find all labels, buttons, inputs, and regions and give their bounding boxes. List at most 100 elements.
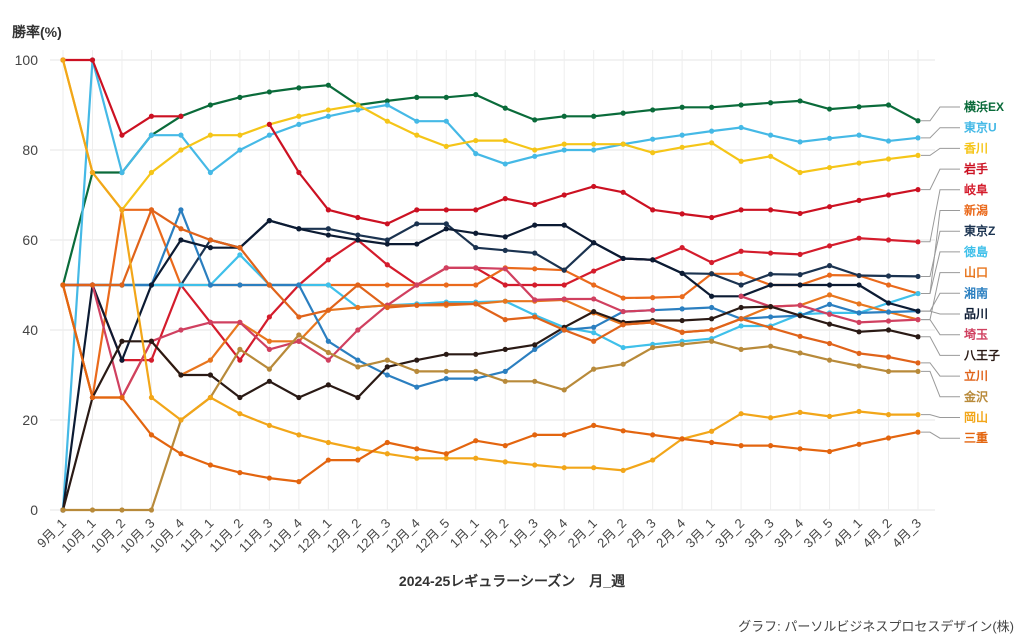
series-岐阜-point xyxy=(797,251,803,257)
legend-label: 埼玉 xyxy=(964,327,988,342)
series-東京Z-point xyxy=(738,282,744,288)
series-東京Z-point xyxy=(325,226,331,232)
series-埼玉-point xyxy=(620,308,626,315)
series-山口-point xyxy=(266,338,272,344)
series-埼玉-point xyxy=(885,318,892,324)
series-三重-point xyxy=(119,394,125,401)
series-立川-point xyxy=(89,282,96,288)
series-横浜EX-point xyxy=(532,117,538,123)
series-金沢-point xyxy=(679,341,685,347)
series-八王子-point xyxy=(178,372,184,378)
series-湘南-point xyxy=(679,306,685,312)
series-品川-point xyxy=(679,270,685,276)
series-埼玉-point xyxy=(473,265,479,271)
legend-leader-line xyxy=(921,127,960,139)
series-岩手-point xyxy=(738,207,744,213)
series-岩手-point xyxy=(679,211,685,217)
series-香川-point xyxy=(355,102,361,108)
series-金沢-point xyxy=(591,366,597,372)
series-立川-point xyxy=(355,282,361,288)
series-岩手-point xyxy=(296,169,302,176)
series-品川-point xyxy=(826,282,833,288)
series-横浜EX-point xyxy=(502,105,508,111)
series-八王子-point xyxy=(532,342,538,348)
series-東京U-point xyxy=(650,136,656,142)
series-岡山-point xyxy=(620,467,626,473)
legend-leader-line xyxy=(921,106,960,122)
series-金沢-line xyxy=(63,333,918,512)
series-横浜EX-point xyxy=(207,102,214,108)
series-三重-point xyxy=(502,443,508,449)
series-岡山-point xyxy=(414,455,420,461)
series-八王子-point xyxy=(325,382,331,388)
series-新潟-point xyxy=(384,282,390,288)
series-三重-point xyxy=(207,462,214,468)
series-岡山-point xyxy=(148,394,155,401)
series-新潟-point xyxy=(826,272,833,278)
series-岐阜-point xyxy=(591,268,597,274)
series-東京U-point xyxy=(502,161,508,167)
series-横浜EX-point xyxy=(797,98,803,104)
series-香川-point xyxy=(178,147,184,153)
series-三重-point xyxy=(738,443,744,449)
series-八王子-line xyxy=(61,305,919,511)
series-八王子-point xyxy=(266,378,272,384)
series-横浜EX-point xyxy=(237,94,243,100)
series-岡山-point xyxy=(296,432,302,438)
series-横浜EX-point xyxy=(709,104,715,110)
series-横浜EX-point xyxy=(856,104,862,110)
series-岡山-point xyxy=(384,451,390,457)
series-八王子-point xyxy=(679,317,685,324)
series-金沢-point xyxy=(767,343,774,349)
series-岩手-point xyxy=(325,207,331,213)
series-東京Z-point xyxy=(532,250,538,256)
series-八王子-point xyxy=(915,334,921,340)
series-岩手-point xyxy=(414,207,420,213)
series-品川-point xyxy=(178,237,184,243)
y-tick-label: 60 xyxy=(22,232,38,248)
series-湘南-point xyxy=(443,376,449,382)
series-新潟-point xyxy=(885,282,892,288)
series-岩手-point xyxy=(473,207,479,213)
series-八王子-point xyxy=(207,372,214,378)
series-岡山-line xyxy=(61,59,918,472)
series-横浜EX-point xyxy=(767,100,774,106)
series-八王子-point xyxy=(384,364,390,370)
legend-label: 山口 xyxy=(964,265,988,280)
legend-leader-line xyxy=(921,319,960,336)
series-新潟-point xyxy=(620,295,626,301)
series-香川-point xyxy=(296,113,302,119)
series-立川-point xyxy=(325,307,331,313)
series-立川-point xyxy=(296,314,302,320)
legend-leader-line xyxy=(921,362,960,377)
series-立川-point xyxy=(650,319,656,325)
series-岩手-point xyxy=(915,187,921,193)
series-品川-point xyxy=(119,357,125,363)
series-金沢-point xyxy=(443,368,449,374)
series-三重-point xyxy=(148,432,155,438)
series-湘南-point xyxy=(709,304,715,311)
series-品川-point xyxy=(414,241,420,247)
series-立川-point xyxy=(473,301,479,307)
series-岡山-point xyxy=(826,413,833,419)
series-湘南-point xyxy=(473,376,479,382)
series-品川-point xyxy=(885,300,892,306)
series-埼玉-point xyxy=(561,296,567,302)
series-三重-point xyxy=(325,457,331,463)
series-岡山-point xyxy=(443,455,449,461)
series-金沢-point xyxy=(148,507,155,513)
series-香川-point xyxy=(207,132,214,138)
series-品川-point xyxy=(207,245,214,251)
series-岐阜-point xyxy=(561,282,567,288)
series-徳島-point xyxy=(738,323,744,329)
series-山口-point xyxy=(355,304,361,311)
series-金沢-point xyxy=(119,507,125,513)
series-岡山-point xyxy=(266,422,272,428)
y-tick-label: 80 xyxy=(22,142,38,158)
series-三重-point xyxy=(60,282,66,288)
series-岡山-point xyxy=(797,409,803,415)
legend-leader-line xyxy=(921,272,960,321)
series-立川-point xyxy=(767,325,774,331)
series-埼玉-point xyxy=(738,293,744,299)
series-三重-point xyxy=(767,443,774,449)
